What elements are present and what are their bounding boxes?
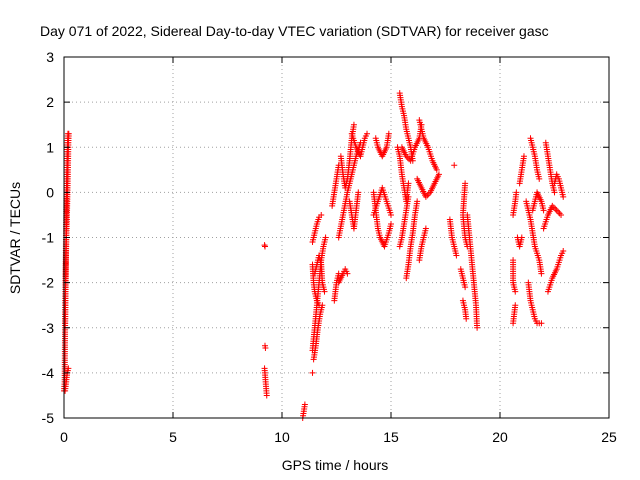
data-point xyxy=(65,130,72,137)
data-point xyxy=(309,369,316,376)
data-point xyxy=(513,189,520,196)
data-point xyxy=(344,270,351,277)
x-tick-label: 0 xyxy=(60,429,68,445)
data-point xyxy=(263,392,270,399)
data-point xyxy=(405,193,412,200)
data-point xyxy=(518,234,525,241)
x-tick-labels: 0 5 10 15 20 25 xyxy=(60,429,617,445)
y-tick-label: 2 xyxy=(46,94,54,110)
data-point xyxy=(538,270,545,277)
data-point xyxy=(319,302,326,309)
x-tick-label: 5 xyxy=(169,429,177,445)
data-point xyxy=(385,130,392,137)
data-point xyxy=(433,166,440,173)
tick-marks xyxy=(63,56,610,419)
data-point xyxy=(463,315,470,322)
x-tick-label: 20 xyxy=(492,429,508,445)
y-tick-label: -2 xyxy=(42,275,55,291)
data-point xyxy=(451,162,458,169)
y-axis-label: SDTVAR / TECUs xyxy=(7,182,23,294)
data-point xyxy=(422,225,429,232)
data-point xyxy=(65,365,72,372)
x-tick-label: 10 xyxy=(274,429,290,445)
data-point xyxy=(405,180,412,187)
data-point xyxy=(540,207,547,214)
data-point xyxy=(355,189,362,196)
data-point xyxy=(321,288,328,295)
y-tick-label: -3 xyxy=(42,320,55,336)
data-point xyxy=(538,320,545,327)
data-point xyxy=(560,193,567,200)
data-point xyxy=(261,243,268,250)
data-point xyxy=(560,248,567,255)
data-point xyxy=(350,121,357,128)
data-point xyxy=(520,153,527,160)
x-axis-label: GPS time / hours xyxy=(282,457,389,473)
data-point xyxy=(453,252,460,259)
x-tick-label: 25 xyxy=(601,429,617,445)
y-tick-label: -1 xyxy=(42,230,55,246)
data-point xyxy=(388,220,394,227)
data-point xyxy=(388,211,394,218)
data-point xyxy=(322,234,329,241)
y-tick-label: 3 xyxy=(46,49,54,65)
y-tick-label: 1 xyxy=(46,139,54,155)
y-tick-labels: -5 -4 -3 -2 -1 0 1 2 3 xyxy=(42,49,55,426)
data-point xyxy=(262,345,269,352)
data-point xyxy=(462,284,469,291)
data-point xyxy=(536,175,543,182)
data-point xyxy=(435,171,442,178)
data-point xyxy=(318,211,325,218)
y-tick-label: 0 xyxy=(46,184,54,200)
data-point xyxy=(551,189,558,196)
data-point xyxy=(414,198,421,205)
data-point xyxy=(301,401,308,408)
x-tick-label: 15 xyxy=(383,429,399,445)
data-point xyxy=(558,211,565,218)
data-point xyxy=(512,302,519,309)
y-tick-label: -5 xyxy=(42,410,55,426)
data-point xyxy=(512,288,519,295)
data-point xyxy=(474,324,481,331)
chart-title: Day 071 of 2022, Sidereal Day-to-day VTE… xyxy=(40,23,549,39)
y-tick-label: -4 xyxy=(42,365,55,381)
data-point xyxy=(364,130,371,137)
